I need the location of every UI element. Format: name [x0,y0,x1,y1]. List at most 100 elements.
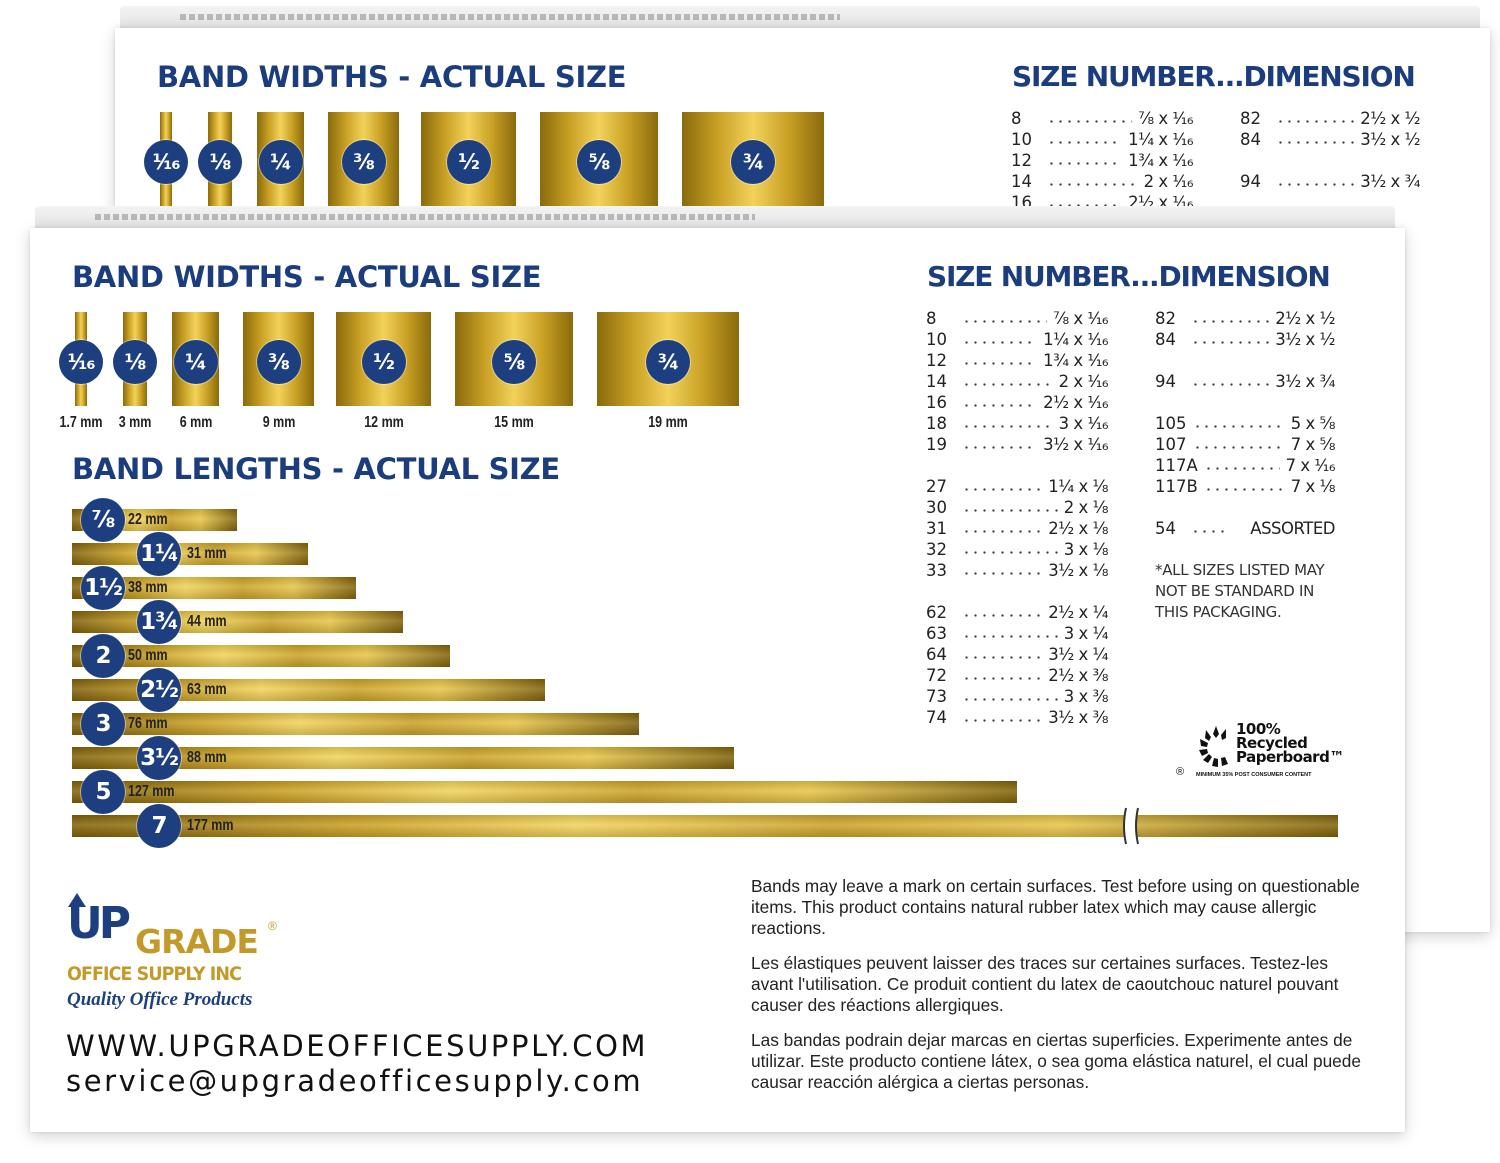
badge-fine-print: MINIMUM 35% POST CONSUMER CONTENT [1196,772,1312,778]
band-widths-title: BAND WIDTHS - ACTUAL SIZE [157,60,627,94]
up-arrow-icon [68,893,86,907]
size-number: 10 [1011,130,1032,149]
size-row [1240,150,1420,171]
size-dimension: 1¼ x ¹⁄₁₆ [1043,330,1108,349]
size-number: 64 [926,645,947,664]
size-row: 107 7 x ⅝ [1155,434,1336,455]
size-row: 94 3½ x ¾ [1240,171,1420,192]
size-dimension: 3 x ¹⁄₁₆ [1058,414,1109,433]
size-number: 14 [926,372,947,391]
dot-leader [1191,341,1270,344]
dot-leader [1047,204,1123,207]
band-width-badge: ¾ [646,340,690,384]
band-width-mm: 9 mm [262,414,295,431]
size-row: 64 3½ x ¼ [926,644,1108,665]
band-length-bar [72,645,450,667]
band-length-mm: 38 mm [128,579,168,596]
band-width-mm: 6 mm [179,414,212,431]
website-link[interactable]: WWW.UPGRADEOFFICESUPPLY.COM [66,1029,649,1063]
size-dimension: 3 x ⅜ [1063,687,1109,706]
size-row: 31 2½ x ⅛ [926,518,1108,539]
size-row: 10 1¼ x ¹⁄₁₆ [1011,129,1193,150]
size-number: 74 [926,708,947,727]
sizes-note-line: *ALL SIZES LISTED MAY [1155,561,1325,579]
email-link[interactable]: service@upgradeofficesupply.com [66,1064,644,1098]
size-number: 63 [926,624,947,643]
size-number: 54 [1155,519,1176,538]
dot-leader [1047,183,1138,186]
size-number: 12 [926,351,947,370]
size-row: 12 1¾ x ¹⁄₁₆ [926,350,1108,371]
size-row: 54 ASSORTED [1155,518,1335,539]
band-width-mm: 19 mm [648,414,688,431]
band-width-badge: ⅛ [198,140,242,184]
size-row: 8 ⅞ x ¹⁄₁₆ [1011,108,1193,129]
size-row: 63 3 x ¼ [926,623,1109,644]
warning-french: Les élastiques peuvent laisser des trace… [751,953,1339,1015]
size-row [926,455,1108,476]
warning-spanish: Las bandas podrain dejar marcas en ciert… [751,1030,1362,1092]
size-row: 8 ⅞ x ¹⁄₁₆ [926,308,1108,329]
size-row: 74 3½ x ⅜ [926,707,1108,728]
sizes-note-line: NOT BE STANDARD IN [1155,582,1315,600]
band-length-badge: 7 [137,804,181,848]
dot-leader [962,404,1038,407]
size-row: 94 3½ x ¾ [1155,371,1335,392]
size-number: 8 [926,309,937,328]
size-dimension: 3½ x ⅜ [1048,708,1108,727]
band-length-mm: 50 mm [128,647,168,664]
logo-grade: GRADE [135,922,259,961]
dot-leader [962,425,1053,428]
size-number: 117B [1155,477,1198,496]
dot-leader [1047,120,1133,123]
size-row: 117B 7 x ⅛ [1155,476,1336,497]
size-number: 73 [926,687,947,706]
size-dimension: ASSORTED [1250,519,1335,538]
size-number: 8 [1011,109,1022,128]
band-length-mm: 127 mm [128,783,175,800]
size-dimension: ⅞ x ¹⁄₁₆ [1053,309,1108,328]
dot-leader [1192,425,1285,428]
size-number: 117A [1155,456,1198,475]
size-dimension: 3½ x ¹⁄₁₆ [1043,435,1108,454]
size-row: 10 1¼ x ¹⁄₁₆ [926,329,1108,350]
dot-leader [962,488,1043,491]
dot-leader [1276,183,1355,186]
dot-leader [962,320,1048,323]
size-number: 12 [1011,151,1032,170]
band-width-badge: ¹⁄₁₆ [144,140,188,184]
dot-leader [962,635,1058,638]
size-row: 84 3½ x ½ [1240,129,1420,150]
size-dimension: 1¾ x ¹⁄₁₆ [1128,151,1193,170]
size-dimension: 1¼ x ⅛ [1048,477,1108,496]
dot-leader [1191,320,1270,323]
band-width-mm: 3 mm [118,414,152,431]
logo-tagline: Quality Office Products [67,989,253,1010]
size-row: 73 3 x ⅜ [926,686,1109,707]
dot-leader [1203,488,1285,491]
band-length-mm: 76 mm [128,715,168,732]
band-length-bar [72,713,639,735]
size-row: 82 2½ x ½ [1155,308,1335,329]
size-row: 16 2½ x ¹⁄₁₆ [926,392,1108,413]
bar-break-icon [1123,807,1139,845]
band-length-badge: 1½ [81,566,125,610]
band-length-bar [72,543,308,565]
size-list-left: 8 ⅞ x ¹⁄₁₆ 10 1¼ x ¹⁄₁₆ 12 1¾ x ¹⁄₁₆ 14 2 x ¹⁄₁… [1011,108,1194,213]
size-number: 19 [926,435,947,454]
band-width-badge: ⅜ [256,340,301,384]
size-row: 72 2½ x ⅜ [926,665,1108,686]
band-lengths-title: BAND LENGTHS - ACTUAL SIZE [72,452,560,486]
size-dimension-title: SIZE NUMBER...DIMENSION [1012,60,1416,93]
size-row: 32 3 x ⅛ [926,539,1109,560]
size-number: 14 [1011,172,1032,191]
size-row [1155,392,1335,413]
band-width-badge: ½ [446,140,491,184]
dot-leader [962,509,1058,512]
size-row: 117A 7 x ¹⁄₁₆ [1155,455,1336,476]
size-row: 30 2 x ⅛ [926,497,1109,518]
size-row: 105 5 x ⅝ [1155,413,1336,434]
size-number: 32 [926,540,947,559]
size-dimension: 3½ x ⅛ [1048,561,1108,580]
box-lid-front [35,206,1395,230]
